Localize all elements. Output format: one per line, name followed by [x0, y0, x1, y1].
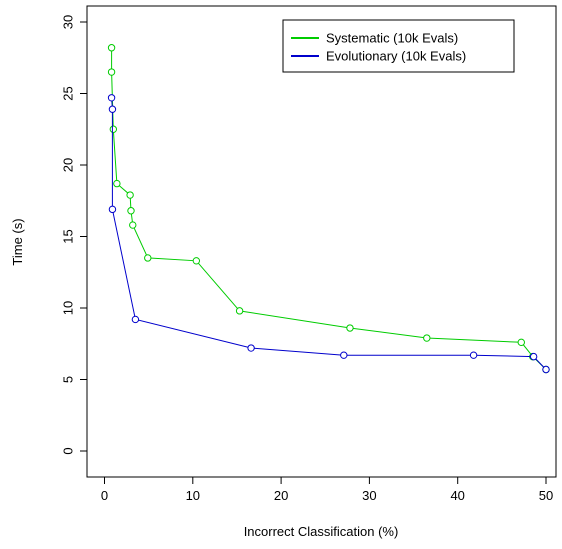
data-point: [107, 68, 116, 76]
data-point: [108, 205, 117, 214]
y-tick-label: 15: [61, 229, 76, 243]
data-point: [107, 44, 116, 52]
x-axis-label: Incorrect Classification (%): [244, 524, 399, 539]
series-line: [111, 97, 547, 370]
data-point: [127, 207, 135, 215]
data-point: [107, 94, 116, 102]
data-point: [340, 351, 348, 359]
x-tick-label: 30: [362, 488, 376, 503]
x-tick-label: 40: [450, 488, 464, 503]
data-point: [144, 254, 152, 262]
data-point: [126, 191, 134, 199]
data-point: [113, 179, 121, 188]
y-tick-label: 25: [61, 86, 76, 100]
legend: Systematic (10k Evals) Evolutionary (10k …: [282, 19, 515, 73]
legend-label: Evolutionary (10k Evals): [326, 49, 466, 64]
data-point: [131, 315, 140, 324]
x-tick-label: 20: [274, 488, 288, 503]
plot-frame: [86, 5, 557, 478]
data-point: [346, 324, 354, 332]
data-point: [423, 334, 431, 342]
data-point: [129, 221, 137, 229]
data-point: [247, 344, 255, 352]
data-point: [108, 105, 117, 113]
y-axis-label: Time (s): [10, 218, 25, 265]
data-point: [109, 125, 118, 133]
series-2: [107, 94, 550, 374]
data-point: [235, 307, 244, 315]
y-tick-label: 5: [61, 376, 76, 383]
x-tick-label: 10: [186, 488, 200, 503]
y-tick-label: 0: [61, 447, 76, 454]
legend-box: [282, 19, 515, 73]
y-tick-label: 10: [61, 301, 76, 315]
data-point: [529, 352, 538, 361]
y-tick-label: 20: [61, 158, 76, 172]
data-point: [542, 365, 550, 374]
data-point: [469, 351, 478, 359]
y-tick-label: 30: [61, 15, 76, 29]
data-point: [192, 257, 201, 265]
legend-label: Systematic (10k Evals): [326, 31, 458, 46]
y-axis: 0 5 10 15 20 25 30: [61, 15, 88, 455]
x-tick-label: 0: [101, 488, 108, 503]
series-1: [107, 44, 550, 374]
x-axis: 0 10 20 30 40 50: [101, 476, 553, 503]
data-point: [517, 338, 525, 347]
series-layer: [107, 44, 550, 374]
x-tick-label: 50: [539, 488, 553, 503]
series-line: [111, 47, 547, 370]
